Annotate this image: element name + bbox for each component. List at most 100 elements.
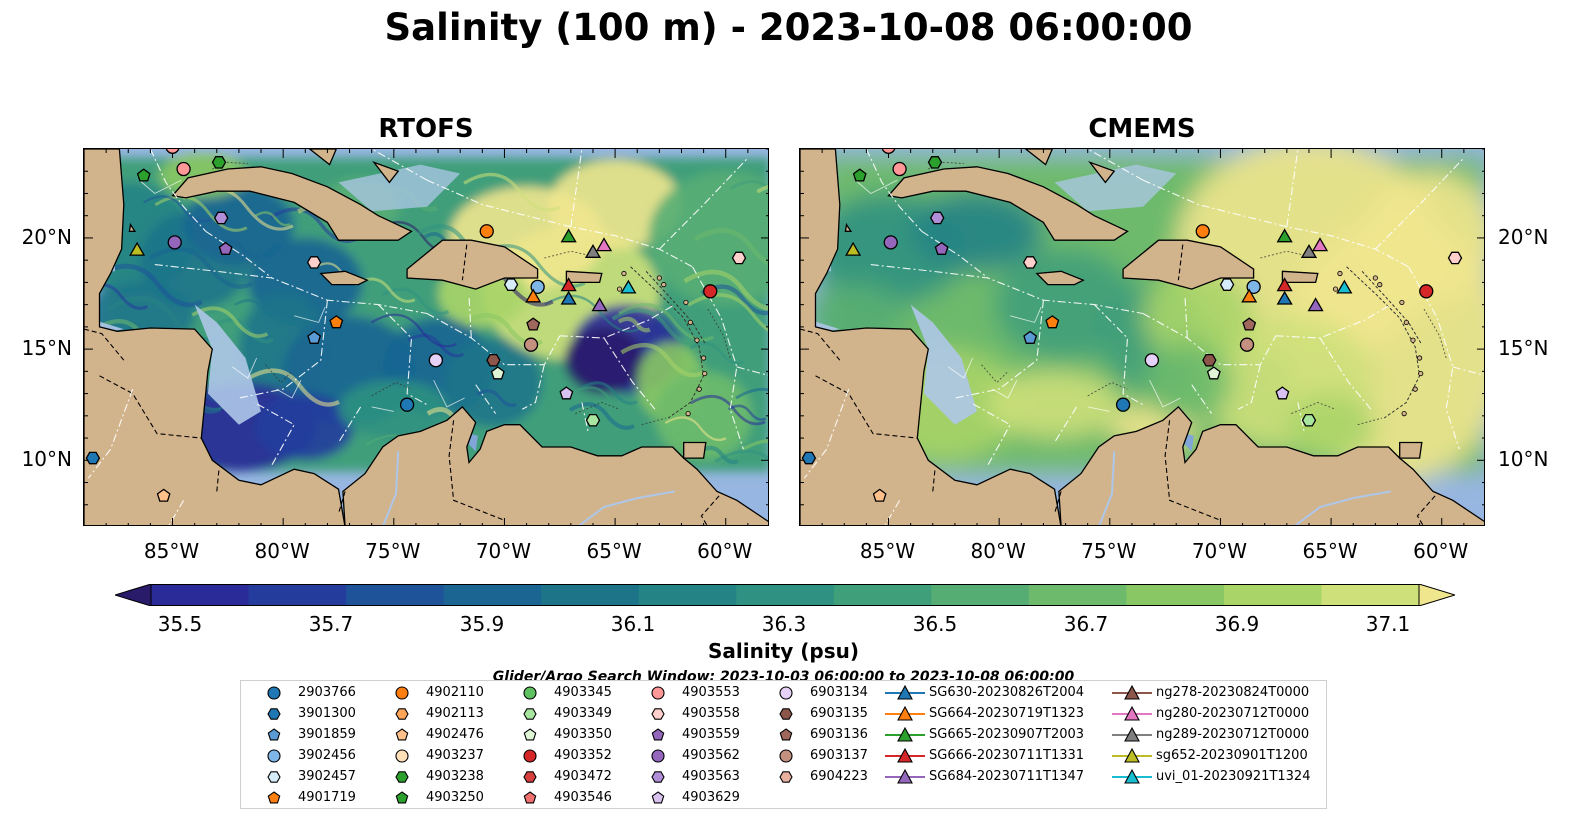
argo-float-marker[interactable] [801,451,817,465]
x-tick-label: 65°W [1302,539,1358,563]
glider-marker[interactable] [591,297,608,312]
glider-marker[interactable] [620,279,637,294]
argo-float-marker[interactable] [211,156,227,169]
x-tick-label: 80°W [254,539,310,563]
glider-marker[interactable] [1241,288,1258,303]
argo-float-marker[interactable] [1144,353,1160,368]
argo-float-marker[interactable] [1045,315,1060,329]
triangle-marker-icon [885,768,925,784]
argo-float-marker[interactable] [852,168,867,182]
legend-item: 4901719 [254,788,379,808]
argo-float-marker[interactable] [1022,256,1038,269]
glider-marker[interactable] [560,277,577,292]
glider-marker[interactable] [525,288,542,303]
argo-float-marker[interactable] [559,386,574,400]
argo-float-marker[interactable] [165,149,180,154]
argo-float-marker[interactable] [934,241,949,255]
legend: 2903766 3901300 3901859 3902456 3902457 49017… [240,680,1327,809]
glider-marker[interactable] [1276,277,1293,292]
legend-item: 4903559 [638,725,763,745]
legend-item: 4903345 [510,683,635,703]
colorbar-segment [931,584,1030,606]
argo-float-marker[interactable] [1246,279,1261,295]
argo-float-marker[interactable] [1195,224,1210,239]
argo-float-marker[interactable] [1275,386,1290,400]
argo-float-marker[interactable] [156,488,171,502]
argo-float-marker[interactable] [1239,337,1255,352]
pentagon-marker-icon [395,728,409,741]
argo-float-marker[interactable] [218,241,233,255]
argo-float-marker[interactable] [167,235,182,250]
y-tick-label-left: 15°N [21,336,72,361]
argo-float-marker[interactable] [428,353,444,368]
glider-marker[interactable] [845,241,862,256]
argo-float-marker[interactable] [523,337,539,352]
legend-label: 4903553 [682,685,740,700]
glider-marker[interactable] [1276,228,1293,243]
legend-item: SG664-20230719T1323 [885,704,1105,724]
argo-float-marker[interactable] [329,315,344,329]
glider-marker[interactable] [1336,279,1353,294]
argo-float-marker[interactable] [1219,278,1235,291]
argo-float-marker[interactable] [213,211,229,225]
legend-label: 4903559 [682,727,740,742]
argo-float-marker[interactable] [486,353,501,367]
argo-float-marker[interactable] [892,161,907,177]
argo-float-marker[interactable] [1202,353,1217,367]
triangle-marker-icon [885,726,925,742]
glider-marker[interactable] [560,228,577,243]
argo-float-marker[interactable] [1447,251,1463,265]
triangle-marker-icon [885,684,925,700]
argo-float-marker[interactable] [1206,366,1221,380]
argo-float-marker[interactable] [490,366,505,380]
glider-marker[interactable] [1307,297,1324,312]
hexagon-marker-icon [395,771,409,783]
argo-float-marker[interactable] [306,256,322,269]
argo-float-marker[interactable] [479,224,494,239]
legend-label: 4903349 [554,706,612,721]
glider-marker[interactable] [1276,290,1293,305]
triangle-marker-icon [885,747,925,763]
argo-float-marker[interactable] [503,278,519,291]
legend-item: uvi_01-20230921T1324 [1112,767,1332,787]
cmems-salinity-map[interactable] [799,148,1485,526]
argo-float-marker[interactable] [703,284,718,299]
x-tick-label: 75°W [1081,539,1137,563]
argo-float-marker[interactable] [399,397,415,412]
argo-float-marker[interactable] [927,156,943,169]
argo-float-marker[interactable] [731,251,747,265]
argo-float-marker[interactable] [881,149,896,154]
x-tick-label: 85°W [859,539,916,563]
glider-marker[interactable] [595,237,613,252]
argo-float-marker[interactable] [883,235,898,250]
y-tick-label-left: 20°N [21,224,72,249]
argo-float-marker[interactable] [176,161,191,177]
argo-float-marker[interactable] [872,488,887,502]
argo-float-marker[interactable] [307,330,322,344]
argo-float-marker[interactable] [530,279,545,295]
legend-item: SG630-20230826T2004 [885,683,1105,703]
glider-marker[interactable] [584,244,602,258]
colorbar-segment [833,584,932,606]
argo-float-marker[interactable] [1242,317,1257,331]
glider-marker[interactable] [1300,244,1318,258]
glider-marker[interactable] [560,290,577,305]
legend-item: 4903352 [510,746,635,766]
x-tick-label: 60°W [1413,539,1469,563]
argo-float-marker[interactable] [85,451,101,465]
argo-float-marker[interactable] [1301,413,1317,427]
argo-float-marker[interactable] [585,413,601,427]
argo-float-marker[interactable] [1023,330,1038,344]
rtofs-salinity-map[interactable] [83,148,769,526]
argo-float-marker[interactable] [929,211,945,225]
glider-marker[interactable] [1311,237,1329,252]
argo-float-marker[interactable] [136,168,151,182]
argo-float-marker[interactable] [1419,284,1434,299]
legend-item: ng289-20230712T0000 [1112,725,1332,745]
legend-item: 4903237 [382,746,507,766]
colorbar-segment [638,584,737,606]
argo-float-marker[interactable] [1115,397,1131,412]
legend-label: 4902476 [426,727,484,742]
glider-marker[interactable] [129,241,146,256]
argo-float-marker[interactable] [526,317,541,331]
